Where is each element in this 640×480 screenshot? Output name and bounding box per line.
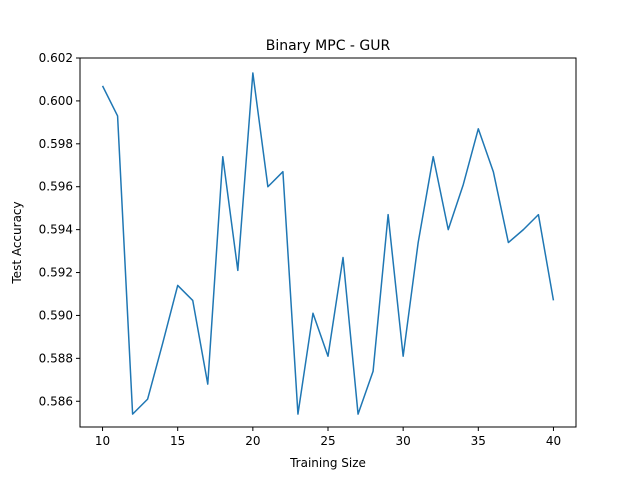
y-tick-label: 0.600 [39, 94, 73, 108]
series-line [101, 72, 555, 415]
x-tick-label: 25 [320, 434, 335, 448]
y-axis: 0.586 0.588 0.590 0.592 0.594 0.596 0.598 0.600… [39, 51, 80, 408]
y-axis-label: Test Accuracy [10, 201, 24, 284]
x-axis: 10 15 20 25 30 35 40 [95, 427, 561, 448]
chart-title: Binary MPC - GUR [266, 38, 391, 54]
x-tick-label: 15 [170, 434, 185, 448]
y-tick-label: 0.588 [39, 351, 73, 365]
x-axis-label: Training Size [289, 456, 366, 470]
x-tick-label: 10 [95, 434, 110, 448]
y-tick-label: 0.586 [39, 394, 73, 408]
y-tick-label: 0.596 [39, 180, 73, 194]
x-tick-label: 35 [471, 434, 486, 448]
y-tick-label: 0.590 [39, 308, 73, 322]
y-tick-label: 0.592 [39, 266, 73, 280]
x-tick-label: 20 [245, 434, 260, 448]
x-tick-label: 40 [546, 434, 561, 448]
y-tick-label: 0.594 [39, 223, 73, 237]
y-tick-label: 0.598 [39, 137, 73, 151]
y-tick-label: 0.602 [39, 51, 73, 65]
x-tick-label: 30 [396, 434, 411, 448]
plot-area [101, 72, 555, 415]
